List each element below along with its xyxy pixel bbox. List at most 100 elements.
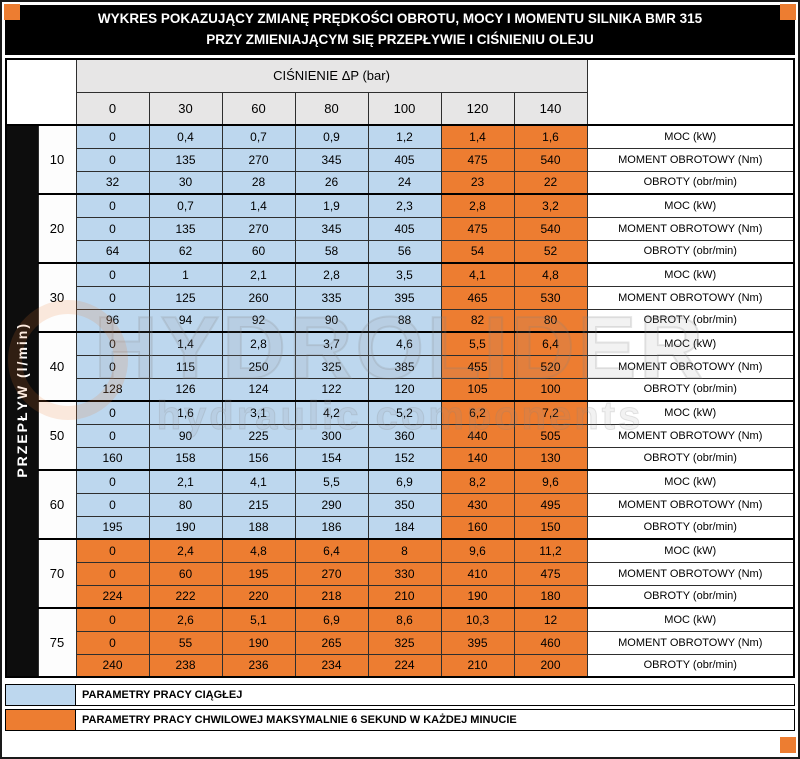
value-cell: 1,4 — [148, 331, 223, 356]
flow-value: 70 — [37, 538, 77, 609]
row-label: OBROTY (obr/min) — [586, 653, 795, 678]
value-cell: 2,3 — [367, 193, 442, 218]
flow-value: 60 — [37, 469, 77, 540]
value-cell: 270 — [221, 216, 296, 241]
value-cell: 475 — [440, 216, 515, 241]
legend-item-continuous: PARAMETRY PRACY CIĄGŁEJ — [5, 684, 795, 706]
row-label: MOMENT OBROTOWY (Nm) — [586, 147, 795, 172]
value-cell: 4,6 — [367, 331, 442, 356]
value-cell: 1,9 — [294, 193, 369, 218]
row-label: OBROTY (obr/min) — [586, 308, 795, 333]
row-label: OBROTY (obr/min) — [586, 239, 795, 264]
table-row: PRZEPŁYW (l/min) 10 0 0,4 0,7 0,9 1,2 1,4 1,6 MOC… — [5, 124, 795, 678]
value-cell: 0 — [75, 216, 150, 241]
value-cell: 5,1 — [221, 607, 296, 632]
value-cell: 100 — [513, 377, 588, 402]
value-cell: 360 — [367, 423, 442, 448]
value-cell: 180 — [513, 584, 588, 609]
value-cell: 495 — [513, 492, 588, 517]
value-cell: 30 — [148, 170, 223, 195]
value-cell: 126 — [148, 377, 223, 402]
value-cell: 224 — [75, 584, 150, 609]
table-row: 195 190 188 186 184 160 150 OBROTY (obr/min) — [6, 515, 795, 540]
value-cell: 2,8 — [440, 193, 515, 218]
pressure-value-cell: 30 — [148, 91, 223, 126]
value-cell: 465 — [440, 285, 515, 310]
pressure-value-cell: 60 — [221, 91, 296, 126]
row-label: MOMENT OBROTOWY (Nm) — [586, 492, 795, 517]
row-label: OBROTY (obr/min) — [586, 377, 795, 402]
value-cell: 154 — [294, 446, 369, 471]
value-cell: 2,8 — [221, 331, 296, 356]
value-cell: 124 — [221, 377, 296, 402]
value-cell: 475 — [440, 147, 515, 172]
value-cell: 26 — [294, 170, 369, 195]
flow-value: 75 — [37, 607, 77, 678]
table-row: 0 55 190 265 325 395 460 MOMENT OBROTOWY (Nm) — [6, 630, 795, 655]
value-cell: 9,6 — [440, 538, 515, 563]
flow-axis-label: PRZEPŁYW (l/min) — [5, 124, 39, 678]
value-cell: 2,1 — [148, 469, 223, 494]
value-cell: 90 — [294, 308, 369, 333]
value-cell: 90 — [148, 423, 223, 448]
row-label: MOMENT OBROTOWY (Nm) — [586, 285, 795, 310]
value-cell: 395 — [367, 285, 442, 310]
value-cell: 2,6 — [148, 607, 223, 632]
value-cell: 4,8 — [221, 538, 296, 563]
value-cell: 8,6 — [367, 607, 442, 632]
pressure-value-cell: 140 — [513, 91, 588, 126]
value-cell: 4,1 — [440, 262, 515, 287]
corner-accent-top-left — [4, 4, 20, 20]
pressure-values-row: 0 30 60 80 100 120 140 — [6, 91, 794, 126]
row-label: OBROTY (obr/min) — [586, 515, 795, 540]
value-cell: 236 — [221, 653, 296, 678]
value-cell: 440 — [440, 423, 515, 448]
value-cell: 0 — [75, 607, 150, 632]
pressure-header-row: CIŚNIENIE ΔP (bar) — [5, 58, 795, 126]
value-cell: 0 — [75, 492, 150, 517]
row-label: OBROTY (obr/min) — [586, 170, 795, 195]
flow-value: 40 — [37, 331, 77, 402]
table-row: 40 0 1,4 2,8 3,7 4,6 5,5 6,4 MOC (kW) — [6, 331, 795, 402]
flow-value: 10 — [37, 124, 77, 195]
corner-accent-bottom-right — [780, 737, 796, 753]
row-label: MOMENT OBROTOWY (Nm) — [586, 561, 795, 586]
value-cell: 54 — [440, 239, 515, 264]
value-cell: 5,2 — [367, 400, 442, 425]
value-cell: 3,2 — [513, 193, 588, 218]
value-cell: 130 — [513, 446, 588, 471]
value-cell: 88 — [367, 308, 442, 333]
legend-item-momentary: PARAMETRY PRACY CHWILOWEJ MAKSYMALNIE 6 … — [5, 709, 795, 731]
table-row: 96 94 92 90 88 82 80 OBROTY (obr/min) — [6, 308, 795, 333]
page-title-line1: WYKRES POKAZUJĄCY ZMIANĘ PRĘDKOŚCI OBROT… — [97, 11, 703, 27]
value-cell: 270 — [221, 147, 296, 172]
value-cell: 125 — [148, 285, 223, 310]
row-label: MOC (kW) — [586, 124, 795, 149]
flow-value: 50 — [37, 400, 77, 471]
value-cell: 0 — [75, 561, 150, 586]
value-cell: 96 — [75, 308, 150, 333]
value-cell: 350 — [367, 492, 442, 517]
value-cell: 195 — [221, 561, 296, 586]
row-label: MOC (kW) — [586, 469, 795, 494]
table-row: 0 135 270 345 405 475 540 MOMENT OBROTOWY (Nm) — [6, 216, 795, 241]
row-label: MOC (kW) — [586, 400, 795, 425]
table-row: 70 0 2,4 4,8 6,4 8 9,6 11,2 MOC (kW) — [6, 538, 795, 609]
value-cell: 0,9 — [294, 124, 369, 149]
table-row: 240 238 236 234 224 210 200 OBROTY (obr/min) — [6, 653, 795, 678]
table-row: 0 80 215 290 350 430 495 MOMENT OBROTOWY (Nm) — [6, 492, 795, 517]
value-cell: 160 — [75, 446, 150, 471]
value-cell: 430 — [440, 492, 515, 517]
value-cell: 0,7 — [221, 124, 296, 149]
value-cell: 460 — [513, 630, 588, 655]
value-cell: 4,8 — [513, 262, 588, 287]
value-cell: 0 — [75, 400, 150, 425]
table-row: 32 30 28 26 24 23 22 OBROTY (obr/min) — [6, 170, 795, 195]
value-cell: 94 — [148, 308, 223, 333]
value-cell: 270 — [294, 561, 369, 586]
value-cell: 62 — [148, 239, 223, 264]
value-cell: 405 — [367, 147, 442, 172]
value-cell: 260 — [221, 285, 296, 310]
title-bar: WYKRES POKAZUJĄCY ZMIANĘ PRĘDKOŚCI OBROT… — [5, 5, 795, 55]
